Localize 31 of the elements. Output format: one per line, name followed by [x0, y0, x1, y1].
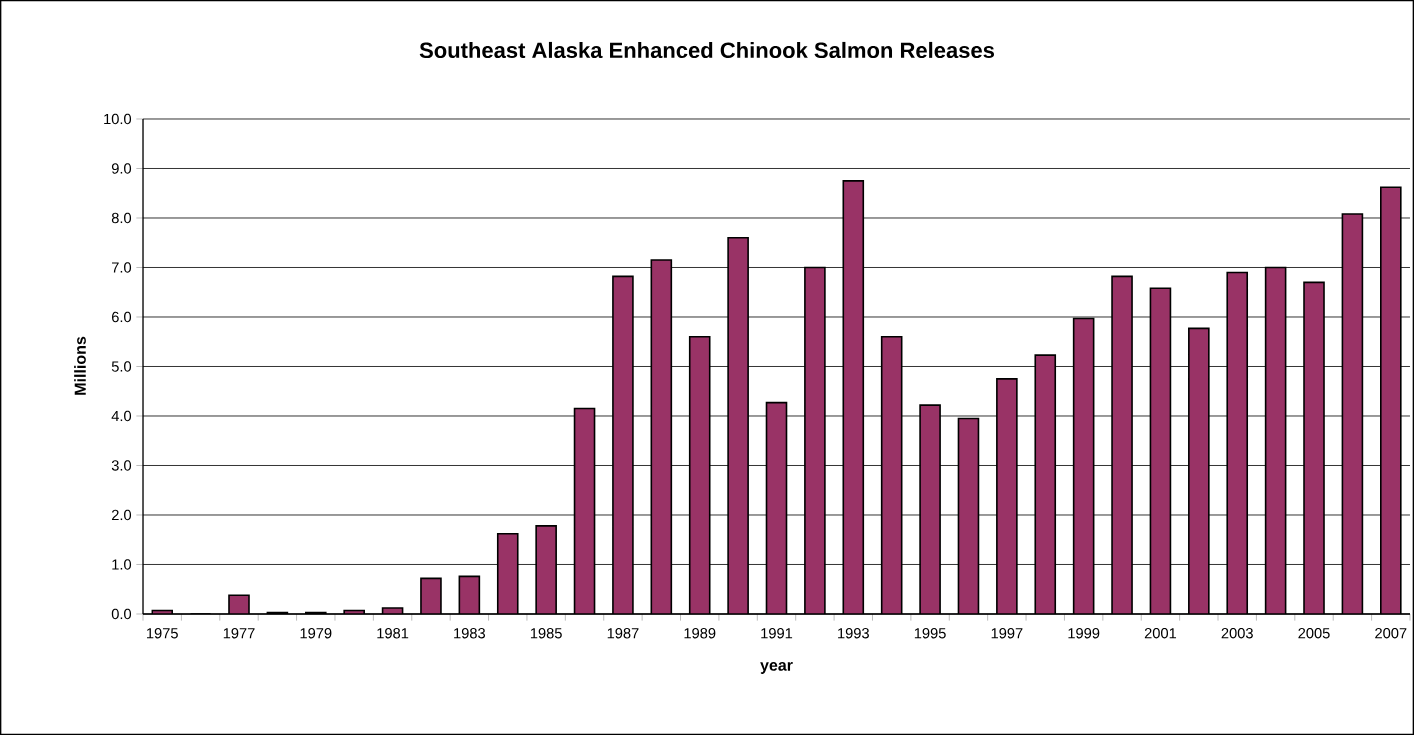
x-tick-label: 1983 [454, 628, 486, 639]
y-tick-label: 5.0 [111, 361, 132, 372]
x-tick-label: 1993 [838, 628, 869, 639]
y-tick-label: 3.0 [111, 460, 132, 471]
x-tick-label: 1997 [991, 628, 1023, 639]
x-tick-label: 2005 [1298, 628, 1330, 639]
y-tick-label: 10.0 [104, 113, 132, 125]
x-tick-label: 2001 [1144, 628, 1177, 639]
y-tick-label: 0.0 [111, 608, 132, 620]
x-tick-label: 1989 [684, 628, 716, 639]
y-tick-label: 7.0 [112, 262, 132, 273]
x-tick-label: 1999 [1068, 628, 1100, 639]
y-tick-label: 6.0 [112, 311, 132, 323]
chart-title: Southeast Alaska Enhanced Chinook Salmon Releases [419, 41, 995, 59]
x-tick-label: 1977 [223, 628, 255, 639]
y-tick-label: 9.0 [111, 163, 132, 174]
x-tick-label: 1985 [530, 628, 562, 639]
y-tick-label: 1.0 [112, 559, 132, 570]
x-tick-label: 1975 [147, 628, 178, 639]
y-tick-label: 4.0 [111, 410, 132, 422]
x-tick-label: 1981 [377, 628, 409, 639]
x-tick-label: 2007 [1375, 628, 1407, 639]
y-tick-label: 2.0 [111, 509, 132, 521]
x-tick-label: 2003 [1221, 628, 1253, 639]
y-tick-label: 8.0 [111, 212, 132, 224]
y-axis-title: Millions [74, 336, 86, 395]
x-axis-title: year [760, 662, 793, 674]
x-tick-label: 1995 [914, 628, 946, 639]
x-tick-label: 1987 [607, 628, 639, 639]
x-tick-label: 1979 [300, 628, 332, 639]
x-tick-label: 1991 [761, 628, 793, 639]
